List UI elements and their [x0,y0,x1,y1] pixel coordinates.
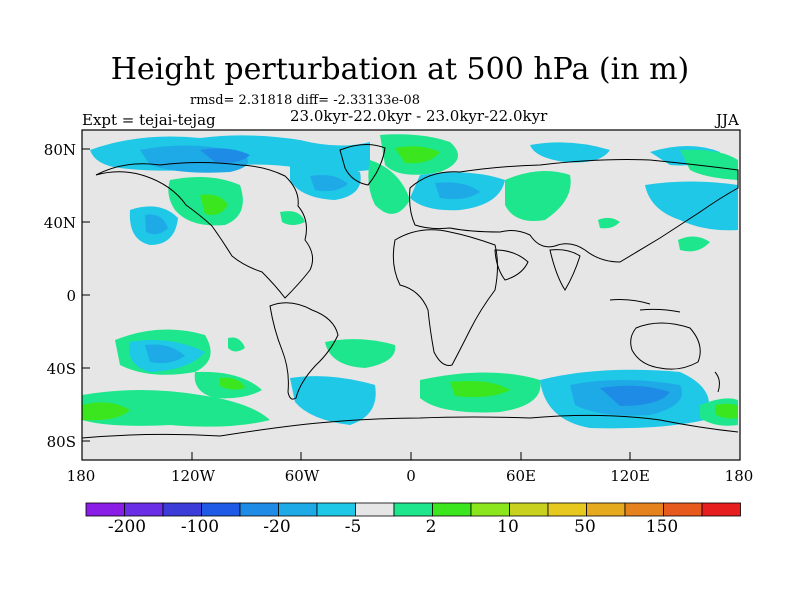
lon-label: 60W [284,467,320,485]
anomaly-region [145,214,168,235]
coastline [549,249,581,291]
lon-label: 180 [724,467,754,485]
anomaly-region [715,403,738,419]
coastline [95,162,314,299]
lon-label: 180 [66,467,96,485]
anomaly-region [290,376,376,425]
anomaly-region [310,175,348,192]
anomaly-region [600,385,670,406]
anomaly-region [395,146,440,164]
lat-label: 80N [43,141,76,159]
anomaly-region [435,182,480,200]
anomaly-region [82,402,130,421]
colorbar-label: 50 [574,517,596,537]
colorbar-swatch [201,502,241,517]
colorbar-swatch [355,502,395,517]
colorbar-swatch [278,502,318,517]
anomaly-region [228,337,245,352]
experiment-label: Expt = tejai-tejag [82,111,216,129]
lon-label: 0 [406,467,416,485]
lon-label: 120E [610,467,650,485]
period-label: 23.0kyr-22.0kyr - 23.0kyr-22.0kyr [290,107,548,125]
coastline [339,144,386,186]
anomaly-region [280,211,305,225]
lon-label: 60E [505,467,537,485]
lat-label: 40N [43,214,76,232]
axis-ticks [82,148,631,460]
anomaly-region [598,217,620,229]
coastline [630,322,701,370]
colorbar-swatch [701,502,741,517]
anomaly-region [450,381,510,398]
colorbar-label: 10 [497,517,519,537]
colorbar-swatch [393,502,433,517]
coastlines [81,144,739,439]
anomaly-region [505,171,571,221]
plot-title: Height perturbation at 500 hPa (in m) [110,52,690,87]
lon-label: 120W [170,467,216,485]
anomaly-region [368,160,410,214]
colorbar-label: -20 [263,517,291,537]
coastline [409,159,739,263]
lat-label: 80S [46,433,76,451]
colorbar-swatch [663,502,703,517]
colorbar-label: -100 [180,517,220,537]
coastline [392,229,498,366]
anomaly-region [200,194,228,215]
colorbar-swatch [85,502,125,517]
colorbar-label: 2 [425,517,437,537]
season-label: JJA [716,111,739,129]
colorbar-swatch [432,502,472,517]
coastline [714,371,720,393]
coastline [494,249,529,281]
anomaly-region [678,236,710,252]
anomaly-region [680,149,738,180]
colorbar-swatch [162,502,202,517]
colorbar-label: -5 [344,517,362,537]
anomaly-region [530,142,610,163]
anomaly-region [220,377,245,390]
colorbar-swatch [239,502,279,517]
coastline [269,302,339,400]
colorbar-swatch [316,502,356,517]
anomaly-region [645,181,738,231]
lat-label: 40S [46,360,76,378]
anomaly-region [200,148,250,163]
anomaly-region [82,390,270,427]
colorbar-swatch [547,502,587,517]
contour-fills [82,134,738,429]
colorbar-label: -200 [107,517,147,537]
colorbar-label: 150 [645,517,679,537]
stats-text: rmsd= 2.31818 diff= -2.33133e-08 [190,93,420,108]
colorbar [85,502,741,517]
anomaly-region [325,339,396,368]
colorbar-swatch [470,502,510,517]
lat-label: 0 [66,287,76,305]
anomaly-region [145,344,185,364]
colorbar-swatch [509,502,549,517]
colorbar-swatch [586,502,626,517]
colorbar-swatch [124,502,164,517]
coastline [609,299,681,313]
coastline [81,414,739,439]
colorbar-swatch [624,502,664,517]
